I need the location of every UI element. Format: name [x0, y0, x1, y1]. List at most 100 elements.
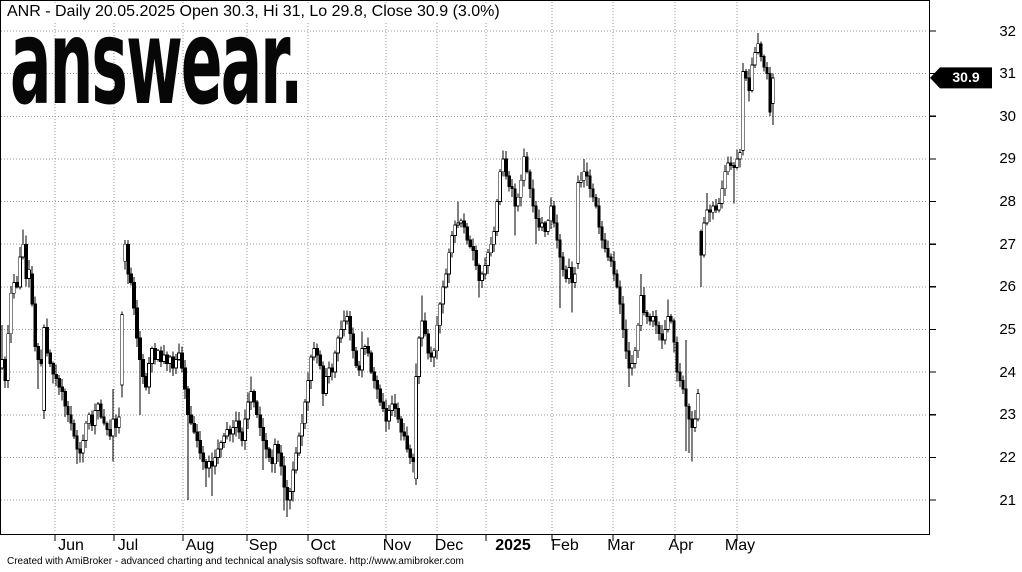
candle-body	[510, 186, 514, 190]
candle-body	[396, 407, 400, 420]
candle-body	[519, 179, 523, 198]
candle-body	[30, 273, 34, 305]
candle-body	[726, 162, 730, 173]
candle-body	[300, 422, 304, 437]
candle-body	[345, 316, 349, 322]
candle-body	[219, 442, 223, 450]
x-axis-label-jun: Jun	[58, 537, 84, 554]
candle-body	[339, 329, 343, 339]
candle-body	[195, 431, 199, 441]
candle-body	[489, 243, 493, 254]
x-axis-label-apr: Apr	[668, 537, 694, 554]
candle-body	[15, 282, 19, 288]
candle-body	[450, 235, 454, 254]
candle-body	[618, 286, 622, 305]
candle-body	[732, 164, 736, 168]
candle-body	[540, 222, 544, 228]
candle-body	[297, 435, 301, 454]
candle-body	[597, 205, 601, 228]
chart-title: ANR - Daily 20.05.2025 Open 30.3, Hi 31,…	[6, 3, 503, 22]
candle-body	[531, 188, 535, 207]
candle-body	[240, 431, 244, 441]
candle-body	[654, 316, 658, 326]
candle-body	[315, 348, 319, 356]
candle-body	[312, 348, 316, 358]
candle-body	[327, 367, 331, 377]
candle-body	[111, 418, 115, 437]
candle-body	[171, 356, 175, 369]
y-axis-label: 25	[999, 320, 1016, 338]
candle-body	[756, 43, 760, 53]
candle-body	[636, 324, 640, 352]
candle-body	[486, 252, 490, 266]
candle-body	[294, 452, 298, 471]
candle-body	[255, 401, 259, 416]
candle-body	[765, 66, 769, 75]
candle-body	[660, 333, 664, 341]
candle-body	[102, 416, 106, 424]
candle-body	[246, 401, 250, 420]
candle-body	[369, 352, 373, 373]
candle-body	[504, 158, 508, 177]
y-axis-label: 29	[999, 150, 1016, 168]
candle-body	[333, 352, 337, 373]
x-axis-label-nov: Nov	[382, 537, 412, 554]
candle-body	[150, 348, 154, 365]
candle-body	[225, 429, 229, 437]
candle-body	[378, 388, 382, 403]
candle-body	[447, 252, 451, 275]
candle-body	[453, 224, 457, 237]
candle-body	[633, 350, 637, 365]
candle-body	[6, 333, 10, 382]
candle-body	[237, 420, 241, 433]
candle-body	[591, 188, 595, 198]
candle-body	[567, 267, 571, 279]
candle-body	[27, 269, 31, 279]
candle-body	[186, 388, 190, 416]
candle-body	[279, 452, 283, 467]
candle-body	[384, 407, 388, 422]
candle-body	[123, 243, 127, 262]
candle-body	[204, 461, 208, 469]
candle-body	[429, 352, 433, 358]
amibroker-credit: Created with AmiBroker - advanced charti…	[7, 556, 464, 567]
candle-body	[735, 158, 739, 168]
candle-body	[330, 367, 334, 373]
candle-body	[615, 273, 619, 288]
candle-body	[120, 314, 124, 386]
x-axis-label-feb: Feb	[551, 537, 579, 554]
candle-body	[285, 486, 289, 501]
candle-body	[252, 390, 256, 403]
x-axis-label-oct: Oct	[310, 537, 336, 554]
candle-body	[639, 294, 643, 326]
candle-body	[108, 429, 112, 437]
candle-body	[687, 405, 691, 420]
candle-body	[228, 429, 232, 435]
candle-body	[258, 414, 262, 429]
candle-body	[753, 51, 757, 66]
candle-body	[738, 152, 742, 160]
candle-body	[468, 239, 472, 247]
candle-body	[138, 337, 142, 360]
candle-body	[162, 354, 166, 362]
candle-body	[60, 386, 64, 392]
candle-body	[3, 358, 7, 382]
candle-body	[522, 156, 526, 181]
candle-body	[144, 375, 148, 388]
candle-body	[651, 316, 655, 322]
candle-body	[153, 348, 157, 360]
candle-body	[576, 181, 580, 264]
y-axis-label: 27	[999, 235, 1016, 253]
candle-body	[459, 220, 463, 224]
candle-body	[684, 388, 688, 407]
candle-body	[243, 418, 247, 441]
candle-body	[714, 205, 718, 211]
candle-body	[84, 422, 88, 441]
candle-body	[375, 380, 379, 390]
candle-body	[621, 303, 625, 330]
candle-body	[270, 456, 274, 465]
candle-body	[132, 282, 136, 309]
candle-body	[348, 316, 352, 335]
candle-body	[444, 273, 448, 288]
